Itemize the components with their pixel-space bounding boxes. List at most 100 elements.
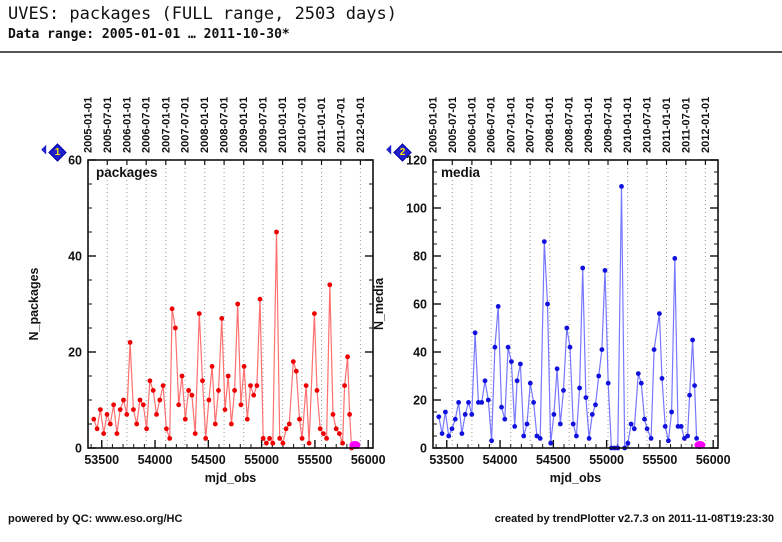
data-point xyxy=(297,416,302,422)
data-point xyxy=(169,306,175,312)
data-point xyxy=(574,433,579,439)
data-point xyxy=(567,344,573,350)
date-tick-label: 2009-01-01 xyxy=(583,97,595,153)
data-point xyxy=(206,397,212,403)
data-point xyxy=(462,412,468,417)
y-axis-title: N_packages xyxy=(27,267,41,340)
data-point xyxy=(635,371,641,376)
plot-frame xyxy=(87,159,374,449)
date-tick-label: 2006-01-01 xyxy=(466,97,478,153)
x-axis-title: mjd_obs xyxy=(205,471,256,485)
x-tick-label: 55000 xyxy=(589,453,624,467)
data-point xyxy=(267,436,272,441)
data-point xyxy=(347,412,352,417)
data-point xyxy=(456,400,461,405)
data-point xyxy=(248,383,253,388)
data-point xyxy=(306,440,312,446)
panel-label: media xyxy=(441,165,481,180)
data-point xyxy=(518,361,523,367)
data-point xyxy=(286,421,292,427)
data-point xyxy=(232,388,238,393)
data-point xyxy=(241,364,247,369)
data-point xyxy=(602,268,608,273)
date-tick-label: 2011-01-01 xyxy=(661,97,673,153)
data-point xyxy=(179,373,185,379)
data-point xyxy=(449,426,455,432)
data-point xyxy=(337,431,342,436)
data-point xyxy=(589,412,595,417)
plot-marker-2[interactable]: 2 xyxy=(393,143,412,162)
data-point xyxy=(514,378,520,384)
date-tick-label: 2005-01-01 xyxy=(428,97,440,153)
data-point xyxy=(107,421,113,427)
data-point xyxy=(330,412,336,417)
data-point xyxy=(672,256,678,261)
data-point xyxy=(312,311,317,316)
plot-marker-1[interactable]: 1 xyxy=(48,143,67,162)
data-point xyxy=(452,416,458,422)
date-tick-label: 2008-01-01 xyxy=(544,97,556,153)
date-tick-label: 2006-07-01 xyxy=(141,97,153,153)
data-point xyxy=(509,359,514,364)
y-tick-label: 0 xyxy=(420,442,427,456)
data-point xyxy=(531,400,536,405)
data-point xyxy=(327,282,333,288)
date-tick-label: 2005-07-01 xyxy=(447,97,459,153)
y-tick-label: 0 xyxy=(75,442,82,456)
data-point xyxy=(189,392,195,398)
data-point xyxy=(333,426,339,432)
data-point xyxy=(561,388,566,393)
y-tick-label: 60 xyxy=(68,154,82,168)
data-point xyxy=(283,426,289,432)
data-point xyxy=(694,436,699,441)
data-point xyxy=(492,344,498,350)
x-axis-title: mjd_obs xyxy=(550,471,601,485)
data-point xyxy=(685,433,690,439)
data-point xyxy=(342,383,347,388)
data-point xyxy=(111,402,116,408)
data-point xyxy=(485,397,491,403)
data-point xyxy=(472,330,478,336)
data-point xyxy=(436,414,442,420)
y-tick-label: 40 xyxy=(413,346,427,360)
data-point xyxy=(557,421,563,427)
data-point xyxy=(147,378,153,384)
date-tick-label: 2006-07-01 xyxy=(486,97,498,153)
data-point xyxy=(586,436,592,441)
data-point xyxy=(131,407,136,412)
data-point xyxy=(545,301,550,307)
y-tick-label: 120 xyxy=(406,154,427,168)
data-point xyxy=(469,412,475,417)
data-point xyxy=(345,354,350,360)
date-tick-label: 2005-01-01 xyxy=(83,97,95,153)
data-point xyxy=(238,402,244,408)
data-point xyxy=(200,378,205,384)
chart-media: 2005-01-01 2005-07-01 2006-01-01 2006-07-01… xyxy=(372,97,731,485)
data-point xyxy=(277,436,283,441)
x-tick-label: 55500 xyxy=(298,453,333,467)
chart-packages: 2005-01-01 2005-07-01 2006-01-01 2006-07-01… xyxy=(27,97,386,485)
data-point xyxy=(548,440,554,446)
plot-frame xyxy=(432,159,719,449)
data-point xyxy=(160,383,166,388)
data-point xyxy=(502,416,508,422)
y-tick-label: 80 xyxy=(413,250,427,264)
data-point xyxy=(570,421,576,427)
data-point xyxy=(692,383,697,388)
data-point xyxy=(642,416,647,422)
data-point xyxy=(628,421,634,427)
data-point xyxy=(144,426,150,432)
date-tick-label: 2010-07-01 xyxy=(296,97,308,153)
x-tick-label: 55000 xyxy=(244,453,279,467)
x-tick-label: 54500 xyxy=(536,453,571,467)
series-line xyxy=(93,231,353,449)
data-point xyxy=(203,436,209,441)
today-marker xyxy=(694,441,706,449)
date-tick-label: 2009-07-01 xyxy=(258,97,270,153)
data-point xyxy=(340,440,345,446)
data-point xyxy=(482,378,488,384)
date-tick-label: 2008-07-01 xyxy=(564,97,576,153)
data-point xyxy=(121,397,126,403)
